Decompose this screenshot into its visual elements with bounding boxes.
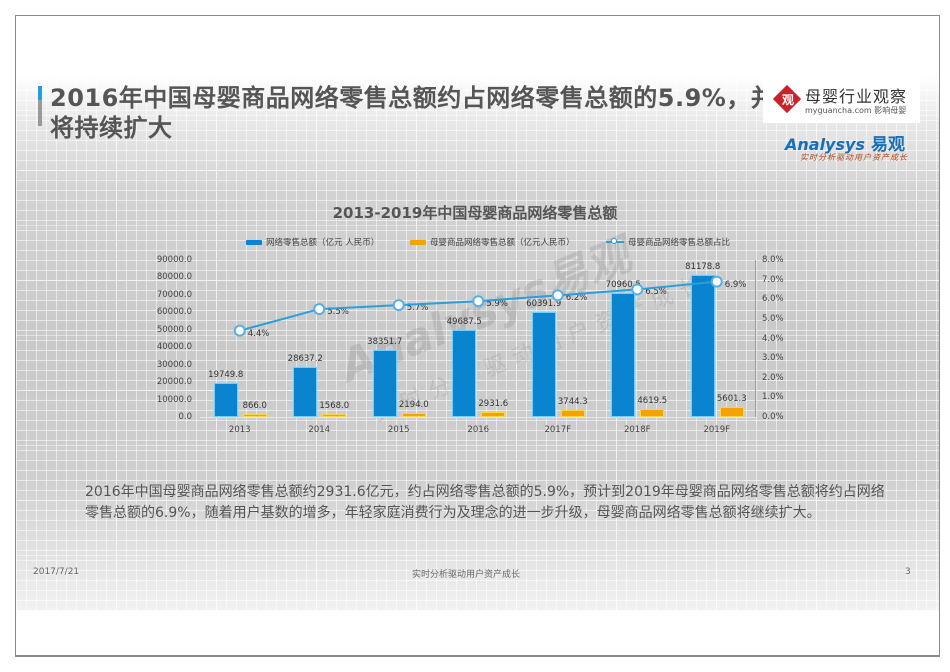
x-axis-label: 2016 (467, 425, 490, 435)
ratio-label: 6.5% (645, 287, 667, 298)
chart-title: 2013-2019年中国母婴商品网络零售总额 (332, 204, 618, 222)
total-sales-bar (531, 311, 556, 417)
x-axis-line (200, 417, 756, 418)
baby-sales-label: 3744.3 (557, 397, 588, 408)
right-axis-tick: 2.0% (762, 372, 784, 383)
footer-slogan: 实时分析驱动用户资产成长 (412, 570, 521, 580)
right-axis-tick: 8.0% (762, 255, 784, 265)
analysys-slogan: 实时分析驱动用户资产成长 (800, 153, 908, 162)
grid-background (16, 76, 939, 611)
right-axis-line (755, 260, 756, 418)
baby-sales-bar (242, 414, 267, 417)
total-sales-label: 19749.8 (208, 369, 244, 380)
baby-sales-bar (640, 408, 665, 417)
brand-name: 母婴行业观察 (805, 87, 908, 106)
ratio-label: 4.4% (247, 328, 270, 339)
baby-sales-label: 2194.0 (398, 400, 429, 411)
baby-sales-bar (401, 413, 426, 417)
x-axis-label: 2014 (308, 425, 331, 435)
total-sales-label: 28637.2 (287, 354, 323, 365)
right-axis-tick: 0.0% (762, 412, 784, 422)
myguancha-logo: 观 母婴行业观察 myguancha.com 影响母婴 (763, 75, 920, 123)
ratio-label: 6.9% (724, 279, 747, 290)
baby-sales-label: 2931.6 (478, 398, 509, 409)
baby-sales-label: 1568.0 (319, 401, 350, 411)
total-sales-bar (372, 350, 397, 417)
right-axis-tick: 5.0% (762, 313, 784, 324)
total-sales-label: 49687.5 (446, 317, 482, 328)
right-axis-tick: 1.0% (762, 392, 784, 403)
left-axis-tick: 70000.0 (156, 289, 192, 300)
baby-sales-bar (322, 414, 347, 417)
total-sales-bar (690, 275, 715, 417)
ratio-label: 5.5% (327, 307, 349, 318)
left-axis-tick: 90000.0 (156, 255, 192, 265)
legend-baby: 母婴商品网络零售总额（亿元人民币） (410, 236, 575, 248)
right-axis-tick: 6.0% (762, 294, 784, 305)
total-sales-bar (611, 293, 636, 417)
left-axis-tick: 60000.0 (156, 307, 192, 318)
right-axis-tick: 3.0% (762, 353, 784, 364)
page-number: 3 (905, 567, 911, 577)
total-sales-bar (452, 330, 477, 417)
baby-sales-label: 4619.5 (637, 395, 668, 406)
line-marker-swatch-icon (606, 238, 624, 244)
x-axis-label: 2013 (228, 425, 251, 435)
footer-date: 2017/7/21 (33, 567, 80, 577)
x-axis-label: 2015 (387, 425, 410, 435)
left-axis-tick: 0.0 (178, 412, 192, 422)
left-axis-tick: 10000.0 (156, 394, 192, 405)
slide-title: 2016年中国母婴商品网络零售总额约占网络零售总额的5.9%，并将持续扩大 (50, 84, 776, 142)
left-axis-tick: 40000.0 (156, 342, 192, 353)
x-axis-label: 2017F (544, 425, 572, 435)
left-axis-tick: 80000.0 (156, 272, 192, 283)
summary-paragraph: 2016年中国母婴商品网络零售总额约2931.6亿元，约占网络零售总额的5.9%… (85, 484, 885, 521)
total-sales-bar (293, 367, 318, 417)
x-axis-label: 2018F (623, 425, 651, 435)
total-sales-label: 81178.8 (685, 262, 721, 273)
legend-total: 网络零售总额（亿元 人民币） (246, 236, 379, 248)
x-axis-label: 2019F (703, 425, 731, 435)
ratio-label: 6.2% (565, 293, 588, 304)
baby-sales-bar (719, 407, 744, 417)
ratio-label: 5.7% (406, 303, 429, 314)
ratio-label: 5.9% (486, 299, 508, 310)
total-sales-label: 60391.9 (526, 298, 562, 309)
baby-sales-label: 5601.3 (716, 394, 747, 405)
left-axis-tick: 20000.0 (156, 377, 192, 388)
right-axis-tick: 4.0% (762, 333, 784, 344)
legend-ratio: 母婴商品网络零售总额占比 (606, 236, 730, 248)
right-axis-tick: 7.0% (762, 274, 784, 285)
title-accent-bar (38, 86, 42, 126)
total-sales-bar (213, 382, 238, 417)
baby-sales-label: 866.0 (242, 401, 267, 411)
orange-bar-swatch-icon (410, 239, 426, 245)
baby-sales-bar (481, 411, 506, 417)
left-axis-tick: 50000.0 (156, 324, 192, 335)
total-sales-label: 38351.7 (367, 337, 403, 348)
blue-bar-swatch-icon (246, 239, 262, 245)
baby-sales-bar (560, 410, 585, 417)
total-sales-label: 70960.5 (605, 280, 641, 291)
left-axis-tick: 30000.0 (156, 359, 192, 370)
brand-url: myguancha.com 影响母婴 (805, 106, 907, 115)
analysys-logo: Analysys 易观 (785, 135, 905, 155)
